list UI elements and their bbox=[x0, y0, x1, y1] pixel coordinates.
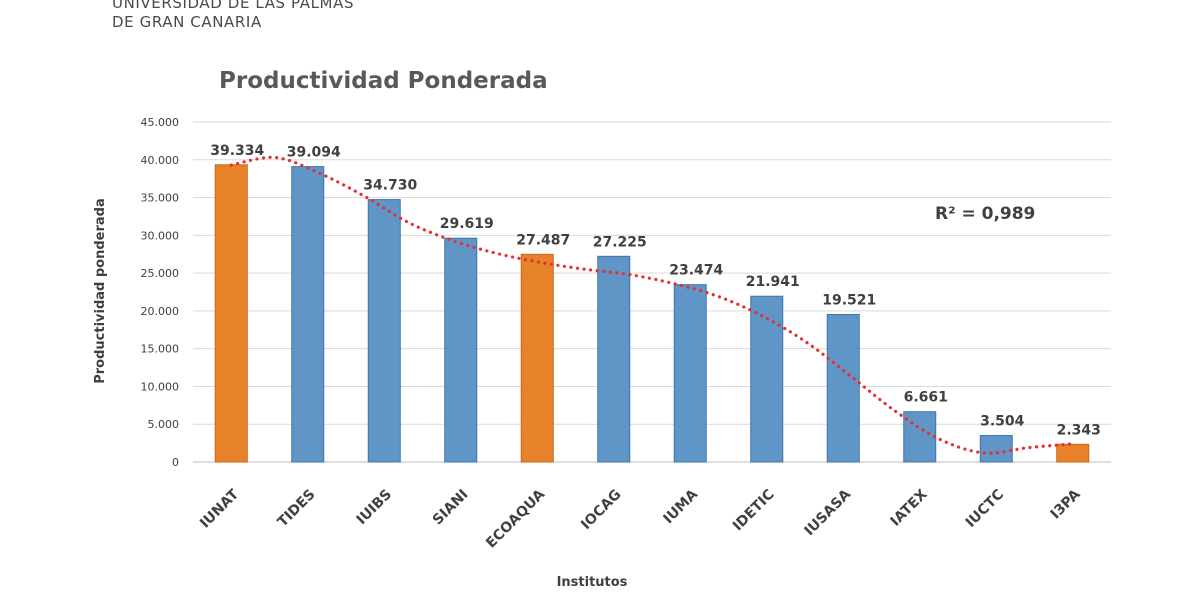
y-axis-ticks: 0 5.000 10.000 15.000 20.000 25.000 30.000 35.0… bbox=[141, 116, 180, 469]
bar-siani bbox=[444, 237, 478, 463]
y-tick-label: 10.000 bbox=[141, 380, 180, 393]
trendline bbox=[229, 155, 1075, 455]
category-label: I3PA bbox=[1048, 486, 1084, 522]
university-name-line-1: UNIVERSIDAD DE LAS PALMAS bbox=[112, 0, 355, 12]
data-label: 19.521 bbox=[822, 293, 876, 309]
x-axis-label: Institutos bbox=[557, 575, 628, 590]
category-label: IUCTC bbox=[963, 487, 1007, 531]
x-axis-categories: IUNAT TIDES IUIBS SIANI ECOAQUA IOCAG IUMA IDET… bbox=[197, 486, 1084, 551]
data-label: 39.334 bbox=[210, 143, 264, 159]
category-label: IUSASA bbox=[801, 486, 854, 539]
r-squared-annotation: R² = 0,989 bbox=[935, 204, 1035, 224]
category-label: TIDES bbox=[275, 487, 319, 531]
bar-iatex bbox=[903, 411, 937, 463]
data-label: 39.094 bbox=[287, 145, 341, 161]
category-label: ECOAQUA bbox=[483, 486, 548, 551]
chart-title: Productividad Ponderada bbox=[219, 68, 548, 94]
university-name-line-2: DE GRAN CANARIA bbox=[112, 13, 262, 31]
bars bbox=[214, 164, 1090, 463]
category-label: IUMA bbox=[661, 486, 702, 527]
category-label: IDETIC bbox=[730, 487, 778, 535]
y-tick-label: 15.000 bbox=[141, 343, 180, 356]
y-tick-label: 45.000 bbox=[141, 116, 180, 129]
data-label: 21.941 bbox=[746, 274, 800, 290]
category-label: IUNAT bbox=[197, 486, 242, 531]
y-tick-label: 30.000 bbox=[141, 229, 180, 242]
data-label: 27.487 bbox=[516, 232, 570, 248]
data-label: 34.730 bbox=[363, 178, 417, 194]
university-logo-text: UNIVERSIDAD DE LAS PALMAS DE GRAN CANARI… bbox=[112, 0, 354, 32]
data-label: 6.661 bbox=[904, 390, 948, 406]
bar-iocag bbox=[597, 255, 631, 463]
data-label: 3.504 bbox=[980, 414, 1025, 430]
data-label: 29.619 bbox=[440, 216, 494, 232]
trendline-path bbox=[229, 155, 1075, 455]
bar-iuma bbox=[673, 284, 707, 463]
bar-iuctc bbox=[979, 435, 1013, 463]
y-tick-label: 40.000 bbox=[141, 154, 180, 167]
gridlines bbox=[193, 121, 1111, 463]
data-label: 27.225 bbox=[593, 234, 647, 250]
y-tick-label: 35.000 bbox=[141, 192, 180, 205]
category-label: IUIBS bbox=[354, 487, 395, 528]
y-tick-label: 25.000 bbox=[141, 267, 180, 280]
y-tick-label: 20.000 bbox=[141, 305, 180, 318]
data-labels: 39.334 39.094 34.730 29.619 27.487 27.225 23.4… bbox=[210, 143, 1101, 438]
y-tick-label: 0 bbox=[172, 456, 179, 469]
bar-tides bbox=[291, 166, 325, 463]
y-axis-label: Productividad ponderada bbox=[93, 198, 108, 384]
data-label: 23.474 bbox=[669, 263, 723, 279]
y-tick-label: 5.000 bbox=[148, 418, 180, 431]
bar-iunat bbox=[214, 164, 248, 463]
category-label: IATEX bbox=[888, 486, 931, 529]
category-label: SIANI bbox=[430, 487, 472, 529]
bar-iusasa bbox=[826, 314, 860, 463]
bar-iuibs bbox=[367, 199, 401, 463]
bar-idetic bbox=[750, 295, 784, 463]
category-label: IOCAG bbox=[578, 487, 624, 533]
bar-i3pa bbox=[1056, 443, 1090, 463]
bar-ecoaqua bbox=[520, 253, 554, 463]
data-label: 2.343 bbox=[1057, 422, 1101, 438]
